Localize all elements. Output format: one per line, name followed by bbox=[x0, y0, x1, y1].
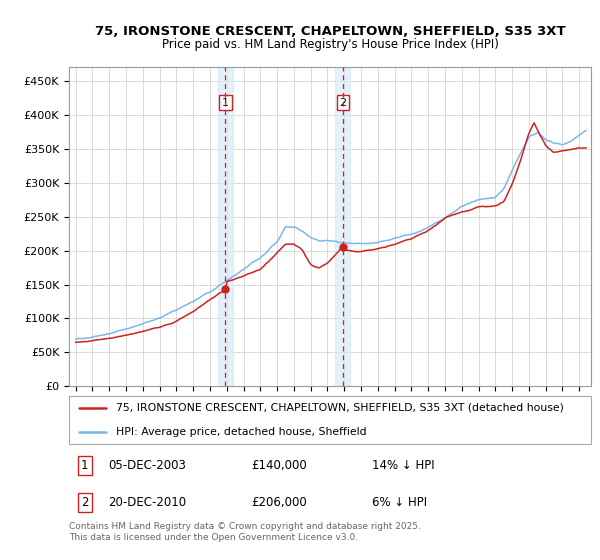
Text: 05-DEC-2003: 05-DEC-2003 bbox=[108, 459, 186, 472]
Text: HPI: Average price, detached house, Sheffield: HPI: Average price, detached house, Shef… bbox=[116, 427, 367, 437]
Bar bbox=[218, 67, 233, 386]
Text: 75, IRONSTONE CRESCENT, CHAPELTOWN, SHEFFIELD, S35 3XT (detached house): 75, IRONSTONE CRESCENT, CHAPELTOWN, SHEF… bbox=[116, 403, 564, 413]
Text: 1: 1 bbox=[222, 97, 229, 108]
Text: Contains HM Land Registry data © Crown copyright and database right 2025.
This d: Contains HM Land Registry data © Crown c… bbox=[69, 522, 421, 542]
Text: 14% ↓ HPI: 14% ↓ HPI bbox=[372, 459, 434, 472]
Text: Price paid vs. HM Land Registry's House Price Index (HPI): Price paid vs. HM Land Registry's House … bbox=[161, 38, 499, 51]
FancyBboxPatch shape bbox=[69, 396, 591, 444]
Text: 6% ↓ HPI: 6% ↓ HPI bbox=[372, 496, 427, 509]
Text: £140,000: £140,000 bbox=[252, 459, 307, 472]
Bar bbox=[335, 67, 350, 386]
Text: £206,000: £206,000 bbox=[252, 496, 307, 509]
Text: 2: 2 bbox=[340, 97, 346, 108]
Text: 2: 2 bbox=[81, 496, 88, 509]
Text: 1: 1 bbox=[81, 459, 88, 472]
Text: 20-DEC-2010: 20-DEC-2010 bbox=[108, 496, 186, 509]
Text: 75, IRONSTONE CRESCENT, CHAPELTOWN, SHEFFIELD, S35 3XT: 75, IRONSTONE CRESCENT, CHAPELTOWN, SHEF… bbox=[95, 25, 565, 38]
